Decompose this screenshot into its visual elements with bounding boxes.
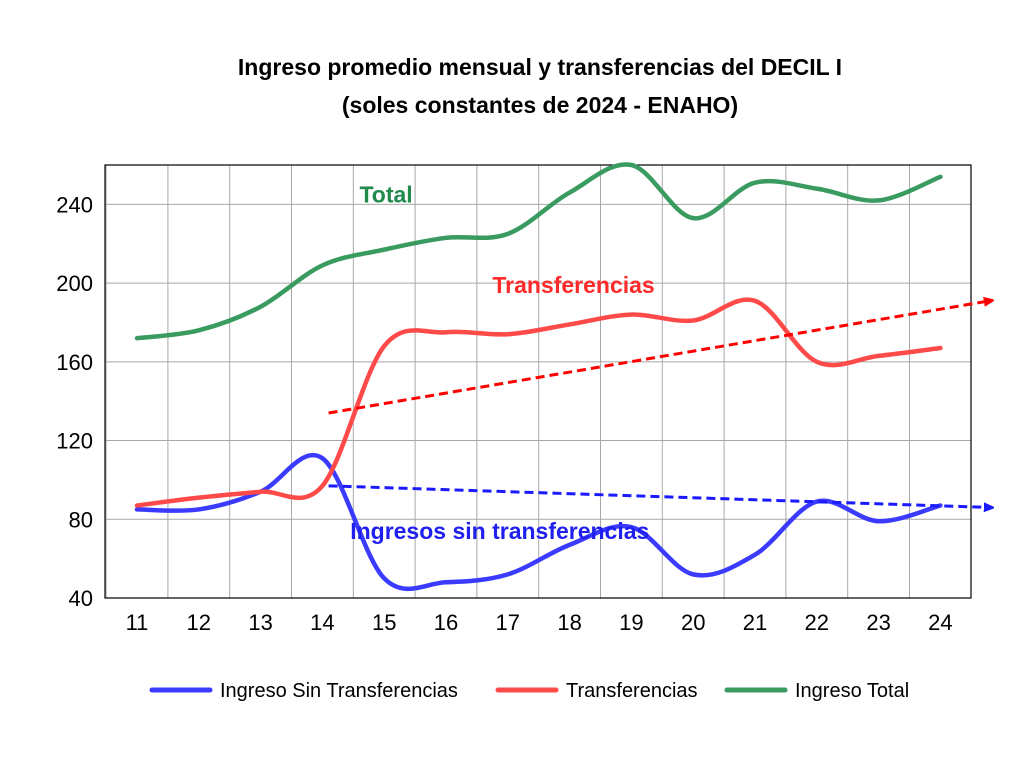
legend-label: Transferencias [566, 680, 698, 702]
annotations: Total Transferencias Ingresos sin transfer… [350, 181, 655, 544]
legend: Ingreso Sin Transferencias Transferencias… [149, 680, 909, 702]
y-tick-label: 240 [56, 192, 93, 217]
legend-label: Ingreso Sin Transferencias [220, 680, 458, 702]
legend-item-transferencias: Transferencias [495, 680, 698, 702]
x-tick-label: 14 [310, 610, 334, 635]
x-tick-label: 21 [743, 610, 767, 635]
x-tick-label: 15 [372, 610, 396, 635]
plot-frame [104, 164, 972, 599]
x-tick-label: 23 [866, 610, 890, 635]
x-tick-label: 19 [619, 610, 643, 635]
trendlines [328, 301, 990, 508]
y-tick-label: 40 [69, 586, 93, 611]
y-tick-label: 120 [56, 429, 93, 454]
chart-title: Ingreso promedio mensual y transferencia… [237, 54, 843, 80]
chart-subtitle: (soles constantes de 2024 - ENAHO) [341, 92, 739, 118]
annotation-transferencias: Transferencias [492, 272, 654, 298]
legend-item-ingreso-total: Ingreso Total [724, 680, 909, 702]
series-lines [134, 162, 943, 591]
legend-item-ingreso-sin-transferencias: Ingreso Sin Transferencias [149, 680, 458, 702]
series-line-ingreso-sin-transferencias [134, 453, 943, 591]
legend-label: Ingreso Total [795, 680, 909, 702]
x-tick-label: 22 [805, 610, 829, 635]
x-tick-label: 16 [434, 610, 458, 635]
x-tick-label: 17 [496, 610, 520, 635]
x-tick-label: 11 [126, 610, 149, 635]
y-tick-label: 80 [69, 507, 93, 532]
y-tick-label: 200 [56, 271, 93, 296]
y-tick-label: 160 [56, 350, 93, 375]
trendline-ingreso-sin-transferencias [328, 484, 990, 508]
x-tick-label: 13 [248, 610, 272, 635]
axes: 11 12 13 14 15 16 17 18 19 20 21 22 23 24 40 80 120 160 20… [56, 192, 952, 635]
x-tick-label: 18 [557, 610, 581, 635]
x-tick-label: 12 [187, 610, 211, 635]
annotation-total: Total [359, 181, 412, 207]
chart-title-block: Ingreso promedio mensual y transferencia… [0, 48, 1024, 124]
x-tick-label: 20 [681, 610, 705, 635]
series-line-transferencias [134, 297, 943, 508]
x-tick-label: 24 [928, 610, 952, 635]
annotation-ingresos-sin-transferencias: Ingresos sin transferencias [350, 518, 649, 544]
series-line-ingreso-total [134, 162, 943, 341]
